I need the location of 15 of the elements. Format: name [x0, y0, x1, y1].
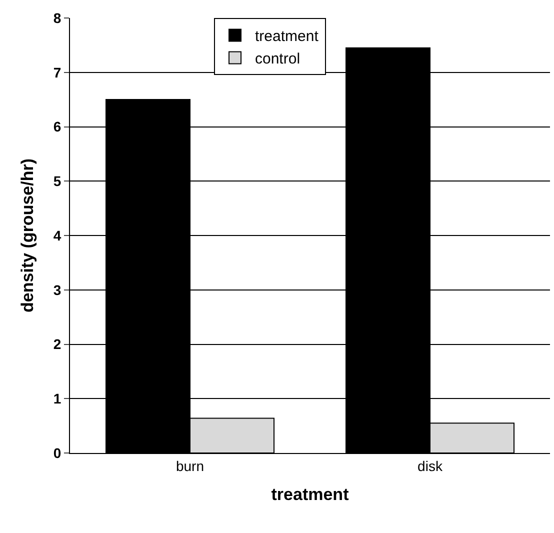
y-tick-label: 3 — [53, 282, 62, 298]
legend-label: control — [255, 50, 300, 68]
y-tick-label: 5 — [53, 173, 62, 190]
x-tick-label: burn — [176, 458, 204, 474]
y-axis-title: density (grouse/hr) — [18, 158, 37, 312]
y-tick-label: 8 — [53, 10, 62, 26]
y-tick-label: 1 — [53, 390, 62, 407]
y-tick-label: 0 — [53, 444, 62, 461]
x-tick-label: disk — [418, 458, 444, 474]
y-tick-label: 4 — [53, 227, 62, 244]
y-tick-label: 2 — [53, 336, 62, 352]
legend-label: treatment — [255, 28, 320, 46]
y-tick-label: 6 — [53, 118, 62, 135]
y-tick-label: 7 — [53, 64, 62, 80]
x-axis-title: treatment — [271, 485, 350, 504]
